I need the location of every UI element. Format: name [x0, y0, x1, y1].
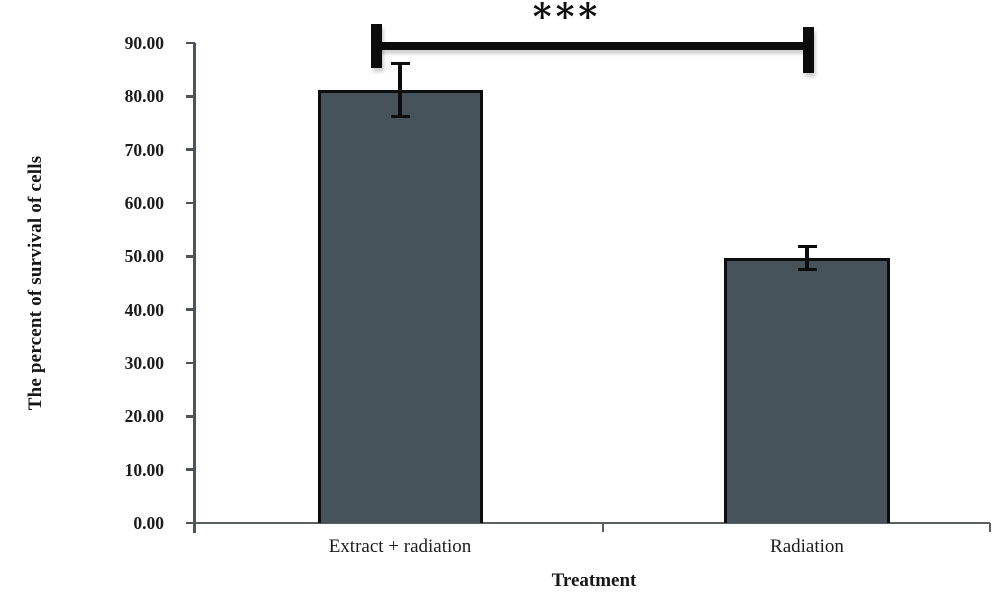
- category-label: Extract + radiation: [328, 536, 472, 557]
- y-tick-mark: [186, 41, 195, 45]
- significance-bracket-line: [377, 42, 808, 50]
- y-tick-label: 30.00: [124, 353, 164, 373]
- x-axis-line: [194, 521, 990, 524]
- significance-stars: ***: [532, 0, 602, 38]
- error-bar-bottom-cap: [390, 114, 410, 119]
- y-axis-line: [193, 43, 196, 533]
- error-bar-top-cap: [797, 244, 817, 249]
- y-tick-label: 90.00: [124, 33, 164, 53]
- y-tick-mark: [186, 361, 195, 365]
- y-tick-mark: [186, 255, 195, 258]
- error-bar-top-cap: [390, 61, 410, 66]
- error-bar-line: [805, 246, 809, 270]
- y-tick-label: 10.00: [124, 459, 164, 480]
- x-tick-mark: [988, 523, 992, 532]
- y-tick-mark: [186, 521, 195, 525]
- y-tick-label: 70.00: [124, 139, 164, 160]
- y-tick-label: 80.00: [124, 86, 164, 107]
- significance-bracket-left-cap: [371, 24, 382, 68]
- error-bar-line: [398, 63, 402, 117]
- x-axis-title: Treatment: [551, 570, 637, 591]
- significance-bracket-right-cap: [803, 27, 814, 73]
- y-tick-mark: [186, 95, 195, 98]
- y-tick-mark: [186, 148, 195, 151]
- y-tick-mark: [186, 201, 195, 205]
- y-tick-label: 50.00: [124, 246, 164, 267]
- bar: [317, 89, 483, 523]
- bar: [724, 257, 890, 523]
- y-axis-title: The percent of survival of cells: [25, 155, 46, 411]
- y-tick-mark: [186, 308, 195, 311]
- y-tick-mark: [186, 468, 195, 471]
- y-tick-label: 0.00: [133, 513, 164, 533]
- error-bar-bottom-cap: [797, 267, 817, 272]
- y-tick-label: 20.00: [124, 406, 164, 427]
- y-tick-mark: [186, 415, 195, 418]
- category-label: Radiation: [770, 536, 844, 557]
- y-tick-label: 60.00: [124, 193, 164, 213]
- x-tick-mark: [601, 523, 605, 532]
- y-tick-label: 40.00: [124, 299, 164, 320]
